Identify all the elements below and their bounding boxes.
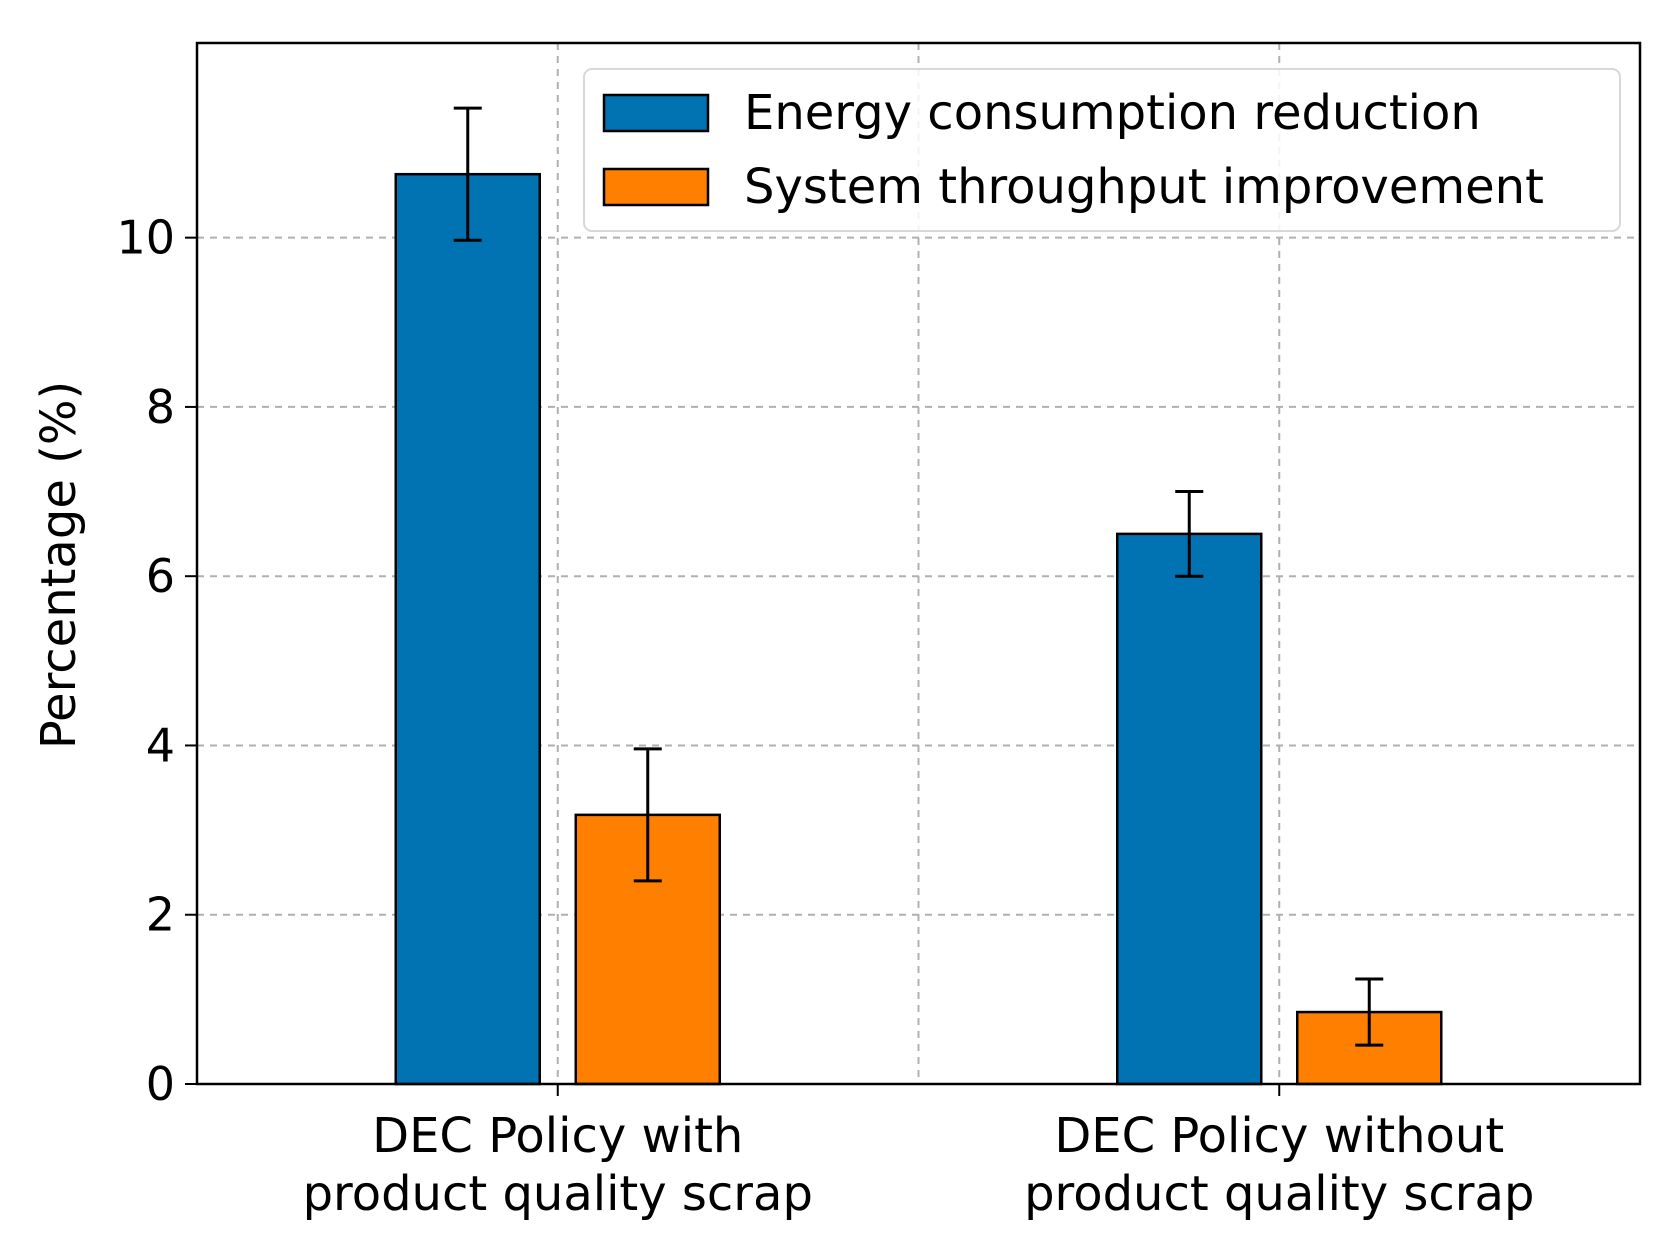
legend-swatch — [602, 93, 710, 133]
y-tick-label: 2 — [146, 888, 175, 942]
legend: Energy consumption reduction System throu… — [583, 68, 1621, 232]
bar-energy-1 — [394, 172, 541, 1086]
legend-swatch — [602, 167, 710, 207]
y-tick-label: 0 — [146, 1057, 175, 1111]
x-tick-label: DEC Policy with — [372, 1108, 743, 1164]
x-tick-label: product quality scrap — [303, 1166, 813, 1222]
legend-label: Energy consumption reduction — [744, 85, 1481, 141]
x-tick-label: product quality scrap — [1024, 1166, 1534, 1222]
legend-label: System throughput improvement — [744, 159, 1544, 215]
legend-box — [583, 68, 1621, 232]
x-tick-label: DEC Policy without — [1054, 1108, 1504, 1164]
y-tick-label: 10 — [116, 211, 175, 265]
y-tick-label: 6 — [146, 549, 175, 603]
y-tick-label: 8 — [146, 380, 175, 434]
plot-frame — [195, 41, 1642, 1086]
y-tick-label: 4 — [146, 718, 175, 772]
bar-energy-2 — [1116, 532, 1263, 1086]
y-axis-title: Percentage (%) — [31, 381, 87, 749]
